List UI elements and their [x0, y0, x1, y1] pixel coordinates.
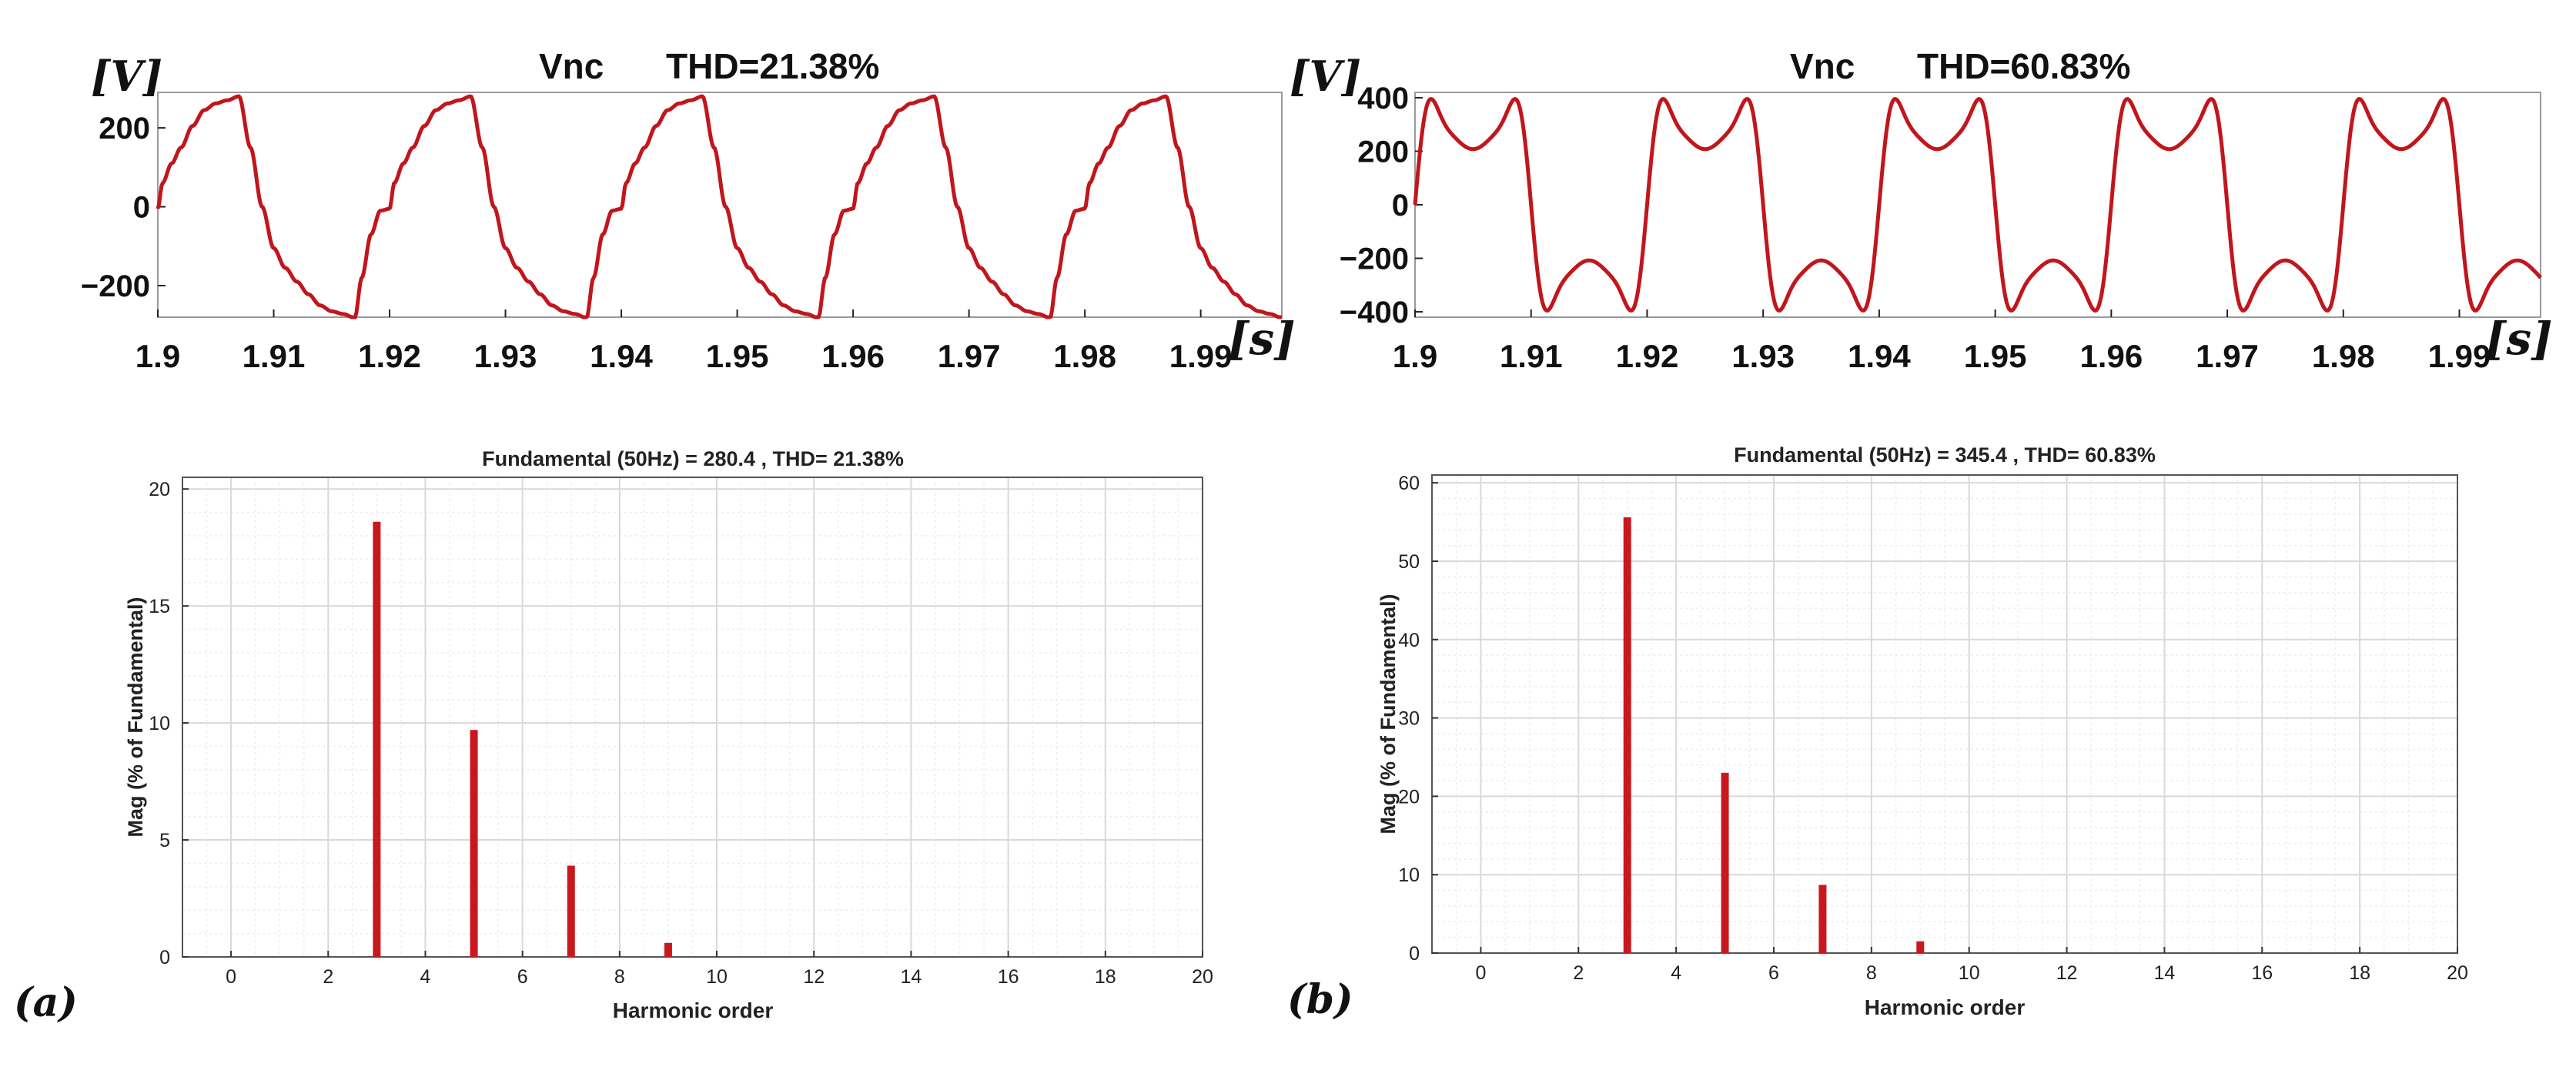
x-tick-label: 18: [2349, 962, 2370, 984]
y-tick-label: 40: [1398, 630, 1420, 651]
x-axis-label: Harmonic order: [613, 998, 774, 1022]
plot-frame: [182, 477, 1203, 958]
x-tick-label: 1.93: [1731, 338, 1795, 374]
y-tick-label: 20: [1398, 786, 1420, 808]
x-tick-label: 2: [1573, 962, 1584, 984]
y-tick-label: 15: [149, 596, 170, 617]
x-axis-unit-label: [s]: [1228, 313, 1296, 365]
x-tick-label: 14: [901, 966, 922, 988]
harmonic-bar-5: [1721, 772, 1729, 953]
x-tick-label: 6: [1768, 962, 1779, 984]
x-tick-label: 1.92: [358, 338, 421, 374]
y-tick-label: 30: [1398, 708, 1420, 730]
y-axis-unit-label: [V]: [1290, 52, 1361, 101]
y-tick-label: 50: [1398, 551, 1420, 573]
y-axis-label: Mag (% of Fundamental): [124, 597, 147, 838]
y-tick-label: 10: [1398, 865, 1420, 886]
x-axis-unit-label: [s]: [2485, 313, 2553, 365]
x-tick-label: 1.91: [243, 338, 306, 374]
x-tick-label: 1.93: [474, 338, 537, 374]
harmonic-bar-7: [567, 865, 575, 957]
plot-frame: [157, 92, 1283, 318]
y-tick-label: 0: [133, 191, 150, 225]
harmonic-bar-9: [1916, 941, 1925, 953]
chart-title-thd: THD=60.83%: [1917, 46, 2130, 86]
x-tick-label: 1.96: [2079, 338, 2143, 374]
waveform-chart-2: 400 200 0 −200 −400 1.9 1.91 1.92 1.93 1.94 1.95 1.…: [1290, 46, 2553, 374]
x-tick-label: 18: [1095, 966, 1116, 988]
x-tick-label: 1.9: [1393, 338, 1437, 374]
x-tick-label: 14: [2154, 962, 2176, 984]
panel-label: (b): [1287, 976, 1353, 1023]
y-axis-unit-label: [V]: [91, 52, 162, 101]
x-tick-label: 4: [1671, 962, 1681, 984]
x-tick-label: 16: [998, 966, 1019, 988]
x-tick-label: 1.94: [1848, 338, 1911, 374]
y-tick-label: 0: [159, 947, 170, 968]
y-tick-label: 200: [1357, 135, 1409, 169]
y-tick-label: −200: [81, 269, 150, 303]
harmonic-bar-9: [664, 942, 672, 957]
x-tick-label: 6: [517, 966, 528, 988]
y-tick-label: 200: [99, 112, 150, 146]
chart-title-signal: Vnc: [539, 46, 604, 86]
x-tick-label: 10: [706, 966, 728, 988]
chart-title-signal: Vnc: [1790, 46, 1855, 86]
x-tick-label: 8: [1866, 962, 1877, 984]
harmonic-spectrum-chart-2: 0 10 20 30 40 50 60 0 2 4 6 8 10 12 14 16 18 20 Fundamenta…: [1287, 443, 2468, 1023]
x-tick-label: 4: [420, 966, 431, 988]
y-tick-label: 10: [149, 713, 170, 734]
harmonic-bar-7: [1818, 885, 1827, 953]
waveform-chart-1: 200 0 −200 1.9 1.91 1.92 1.93 1.94 1.95 1.96 1.97 1…: [81, 46, 1296, 374]
x-tick-label: 0: [1475, 962, 1486, 984]
plot-frame: [1431, 474, 2458, 954]
x-tick-label: 16: [2251, 962, 2273, 984]
y-axis-label: Mag (% of Fundamental): [1377, 594, 1400, 835]
x-tick-label: 8: [614, 966, 625, 988]
x-tick-label: 1.95: [706, 338, 769, 374]
y-tick-label: −200: [1340, 242, 1409, 276]
x-tick-label: 2: [323, 966, 333, 988]
x-tick-label: 1.96: [821, 338, 885, 374]
y-tick-label: 20: [149, 479, 170, 500]
harmonic-spectrum-chart-1: 0 5 10 15 20 0 2 4 6 8 10 12 14 16 18 20 Fundamental (50…: [14, 447, 1213, 1026]
x-tick-label: 1.92: [1616, 338, 1679, 374]
x-tick-label: 1.94: [590, 338, 653, 374]
y-tick-label: 0: [1392, 189, 1409, 222]
x-axis-label: Harmonic order: [1865, 995, 2026, 1019]
plot-frame: [1414, 92, 2541, 318]
x-tick-label: 1.99: [1169, 338, 1233, 374]
y-tick-label: 5: [159, 830, 170, 851]
x-tick-label: 1.97: [938, 338, 1001, 374]
x-tick-label: 1.98: [2312, 338, 2375, 374]
y-tick-label: −400: [1340, 296, 1409, 329]
x-tick-label: 12: [2056, 962, 2078, 984]
x-tick-label: 1.99: [2428, 338, 2491, 374]
x-tick-label: 1.98: [1053, 338, 1116, 374]
harmonic-bar-5: [470, 730, 478, 957]
x-tick-label: 0: [226, 966, 236, 988]
waveform-line: [1413, 97, 2542, 313]
x-tick-label: 10: [1959, 962, 1980, 984]
y-tick-label: 400: [1357, 82, 1409, 115]
x-tick-label: 1.95: [1964, 338, 2027, 374]
y-tick-label: 0: [1409, 943, 1420, 965]
y-tick-label: 60: [1398, 473, 1420, 494]
x-tick-label: 20: [1192, 966, 1213, 988]
x-tick-label: 1.97: [2196, 338, 2259, 374]
panel-label: (a): [14, 979, 78, 1026]
chart-title: Fundamental (50Hz) = 345.4 , THD= 60.83%: [1734, 443, 2156, 467]
x-tick-label: 20: [2447, 962, 2468, 984]
harmonic-bar-3: [1623, 517, 1631, 953]
x-tick-label: 12: [803, 966, 825, 988]
chart-title-thd: THD=21.38%: [666, 46, 879, 86]
waveform-line: [156, 94, 1283, 319]
x-tick-label: 1.91: [1500, 338, 1563, 374]
chart-title: Fundamental (50Hz) = 280.4 , THD= 21.38%: [482, 447, 904, 470]
harmonic-bar-3: [373, 521, 381, 957]
x-tick-label: 1.9: [135, 338, 180, 374]
